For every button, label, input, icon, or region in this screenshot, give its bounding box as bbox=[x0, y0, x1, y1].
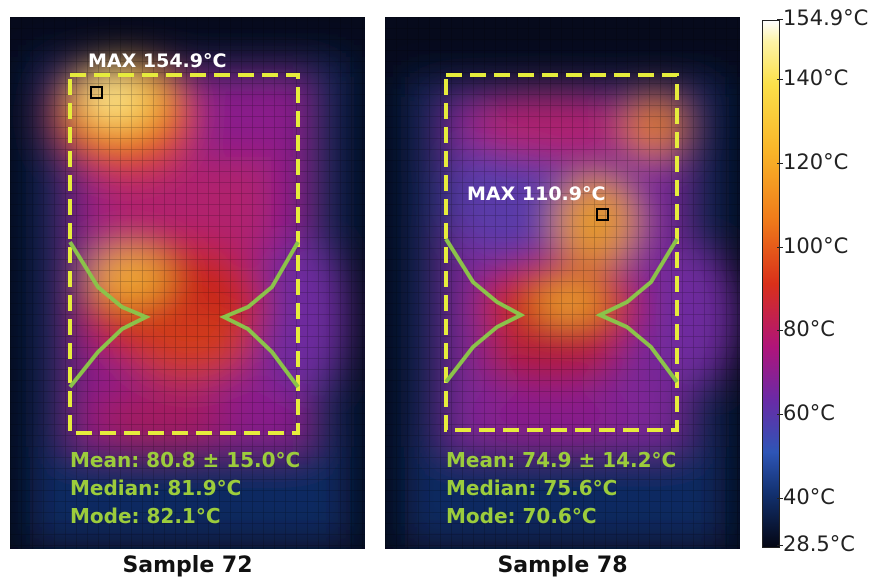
colorbar-tick: 100°C bbox=[777, 234, 842, 258]
colorbar-min-label: 28.5°C bbox=[777, 532, 849, 556]
colorbar-tick: 40°C bbox=[777, 485, 829, 509]
colorbar-max-label: 154.9°C bbox=[777, 6, 862, 30]
max-temp-label: MAX 110.9°C bbox=[467, 183, 605, 205]
stats-mode: Mode: 70.6°C bbox=[446, 504, 597, 528]
colorbar-tick: 80°C bbox=[777, 317, 829, 341]
max-temp-label: MAX 154.9°C bbox=[88, 50, 226, 72]
caption-sample-72: Sample 72 bbox=[10, 553, 365, 578]
caption-sample-78: Sample 78 bbox=[385, 553, 740, 578]
colorbar-tick: 140°C bbox=[777, 66, 842, 90]
stats-median: Median: 75.6°C bbox=[446, 476, 617, 500]
thermal-image-sample-72: MAX 154.9°C Mean: 80.8 ± 15.0°C Median: … bbox=[10, 17, 365, 549]
thermal-image-sample-78: MAX 110.9°C Mean: 74.9 ± 14.2°C Median: … bbox=[385, 17, 740, 549]
stats-mean: Mean: 80.8 ± 15.0°C bbox=[70, 448, 300, 472]
colorbar-tick: 60°C bbox=[777, 401, 829, 425]
temperature-colorbar bbox=[762, 20, 780, 548]
stats-median: Median: 81.9°C bbox=[70, 476, 241, 500]
colorbar-tick: 120°C bbox=[777, 150, 842, 174]
stats-mean: Mean: 74.9 ± 14.2°C bbox=[446, 448, 676, 472]
stats-mode: Mode: 82.1°C bbox=[70, 504, 221, 528]
